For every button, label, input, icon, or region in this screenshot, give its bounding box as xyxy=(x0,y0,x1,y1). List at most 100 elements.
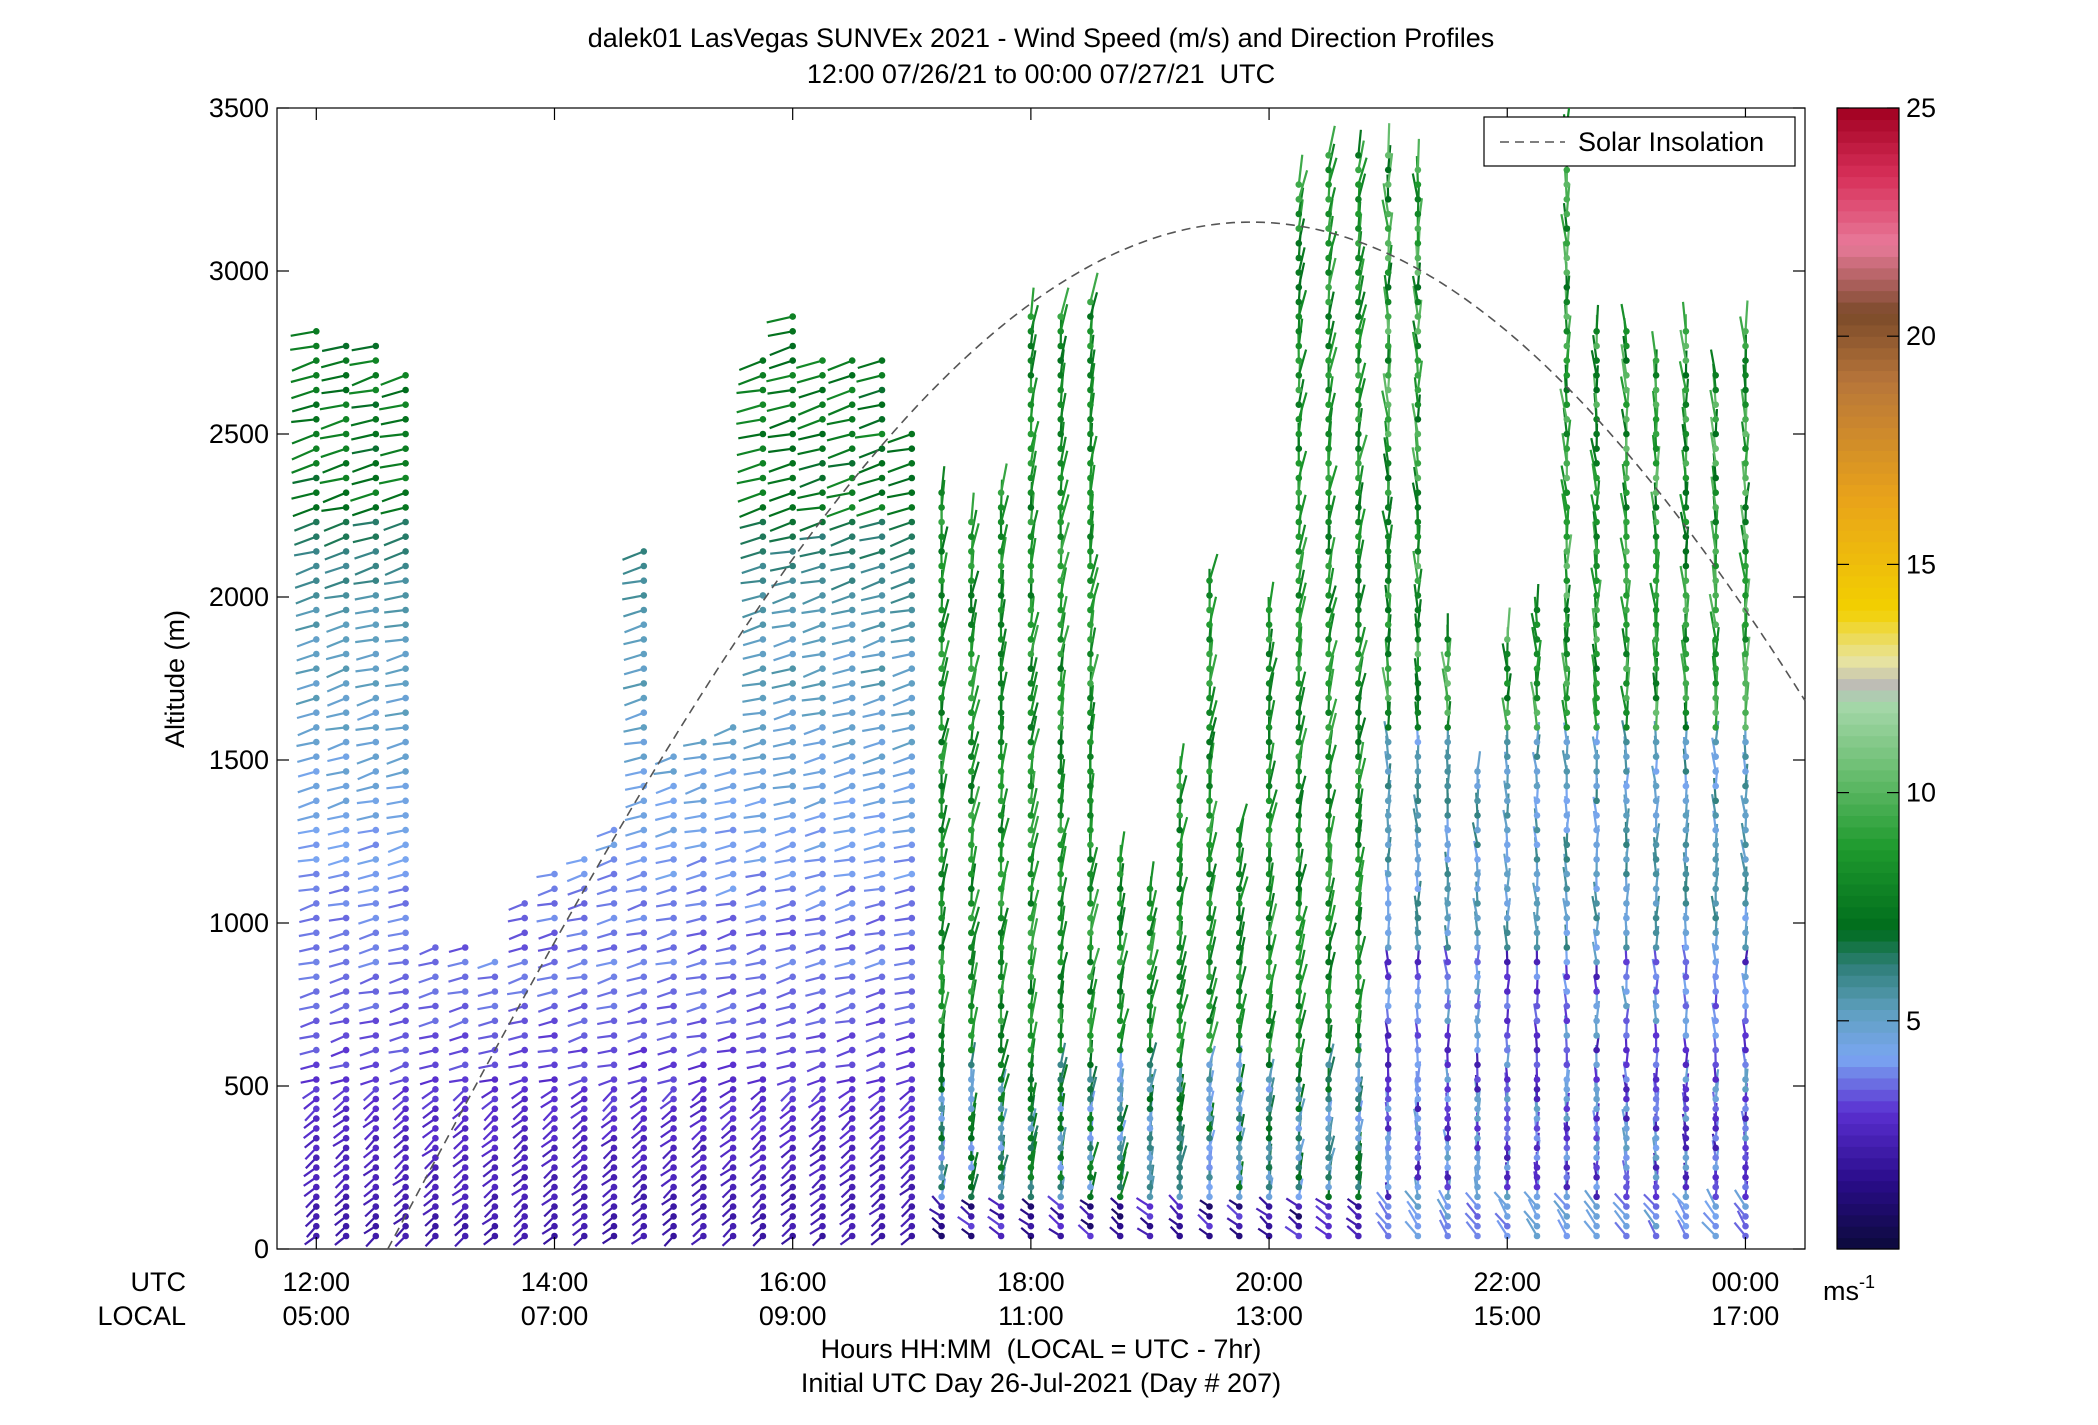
wind-barb-point xyxy=(1087,1105,1094,1113)
wind-barb-point xyxy=(432,1061,439,1069)
wind-barb-point xyxy=(1027,973,1035,981)
wind-barb-point xyxy=(402,914,409,922)
wind-barb-point xyxy=(1206,826,1213,834)
wind-barb-point xyxy=(610,1046,618,1054)
wind-barb-point xyxy=(1087,797,1094,805)
wind-barb-shaft xyxy=(1029,1112,1038,1139)
wind-barb-point xyxy=(1414,342,1422,350)
wind-barb-point xyxy=(1444,944,1451,951)
wind-barb-shaft xyxy=(1444,925,1449,948)
wind-barb-point xyxy=(1414,1061,1422,1069)
wind-barb-point xyxy=(1533,1213,1541,1220)
wind-barb-point xyxy=(1087,548,1094,555)
wind-barb-point xyxy=(1265,665,1273,672)
wind-barb-point xyxy=(819,1154,826,1161)
wind-barb-point xyxy=(581,1095,588,1103)
wind-barb-point xyxy=(1027,958,1035,966)
wind-barb-point xyxy=(968,1232,975,1240)
wind-barb-point xyxy=(789,636,796,643)
wind-barb-point xyxy=(1325,1061,1332,1069)
wind-barb-point xyxy=(908,548,916,555)
wind-barb-point xyxy=(1265,709,1273,716)
wind-barb-point xyxy=(402,592,409,599)
wind-barb-shaft xyxy=(768,359,794,370)
wind-barb-point xyxy=(1355,1203,1362,1210)
wind-barb-point xyxy=(1384,636,1392,643)
wind-barb-point xyxy=(997,914,1005,922)
wind-barb-point xyxy=(789,489,796,497)
wind-barb-shaft xyxy=(291,491,317,500)
wind-barb-point xyxy=(670,768,677,775)
wind-barb-point xyxy=(1384,269,1392,276)
wind-barb-point xyxy=(1474,914,1481,922)
wind-barb-point xyxy=(1474,812,1481,819)
wind-barb-point xyxy=(878,489,886,497)
wind-barb-shaft xyxy=(1387,836,1392,860)
wind-barb-point xyxy=(313,900,320,907)
wind-barb-shaft xyxy=(827,403,853,416)
wind-barb-point xyxy=(848,1144,856,1152)
wind-barb-point xyxy=(402,1134,409,1142)
wind-barb-point xyxy=(1087,474,1094,482)
wind-barb-point xyxy=(1414,914,1422,922)
wind-barb-point xyxy=(1384,973,1392,981)
wind-barb-point xyxy=(1652,577,1660,584)
wind-barb-shaft xyxy=(1029,420,1040,449)
wind-barb-point xyxy=(1206,782,1213,790)
wind-barb-point xyxy=(372,958,380,966)
wind-barb-shaft xyxy=(386,741,406,750)
wind-barb-point xyxy=(1265,1032,1273,1039)
wind-barb-point xyxy=(1295,460,1303,467)
wind-barb-point xyxy=(878,1086,886,1093)
wind-barb-point xyxy=(1325,1125,1332,1132)
wind-barb-point xyxy=(1027,1164,1035,1171)
wind-barb-shaft xyxy=(1655,823,1661,845)
wind-barb-point xyxy=(1206,988,1213,995)
wind-barb-shaft xyxy=(1268,1010,1277,1036)
wind-barb-point xyxy=(1563,284,1571,291)
wind-barb-point xyxy=(819,988,826,995)
wind-barb-point xyxy=(700,1134,707,1142)
wind-barb-shaft xyxy=(291,447,317,461)
wind-barb-point xyxy=(670,1144,677,1152)
wind-barb-point xyxy=(729,1061,737,1069)
wind-barb-point xyxy=(581,900,588,907)
wind-barb-point xyxy=(1593,900,1600,907)
wind-barb-point xyxy=(1057,342,1064,350)
wind-barb-shaft xyxy=(323,520,347,532)
wind-barb-point xyxy=(997,885,1005,893)
wind-barb-point xyxy=(313,577,320,584)
wind-barb-point xyxy=(1325,1164,1332,1171)
wind-barb-point xyxy=(848,1115,856,1122)
wind-barb-point xyxy=(372,870,380,878)
wind-barb-point xyxy=(789,768,796,775)
wind-barb-point xyxy=(700,900,707,907)
wind-barb-point xyxy=(789,430,796,438)
wind-barb-shaft xyxy=(829,550,853,557)
wind-barb-point xyxy=(700,1183,707,1191)
wind-barb-point xyxy=(640,1134,648,1142)
wind-barb-point xyxy=(581,958,588,966)
wind-barb-point xyxy=(1176,1154,1183,1161)
wind-barb-point xyxy=(640,856,648,863)
wind-barb-point xyxy=(1533,870,1541,878)
wind-barb-point xyxy=(1027,797,1035,805)
wind-barb-point xyxy=(313,460,320,467)
wind-barb-point xyxy=(1295,650,1303,658)
wind-barb-point xyxy=(759,738,767,746)
wind-barb-point xyxy=(1623,988,1630,995)
wind-barb-point xyxy=(461,1183,469,1191)
wind-barb-point xyxy=(1295,870,1303,878)
wind-barb-point xyxy=(342,372,350,379)
wind-barb-point xyxy=(759,445,767,453)
wind-barb-point xyxy=(1057,401,1064,409)
wind-barb-point xyxy=(878,870,886,878)
wind-barb-point xyxy=(968,562,975,570)
wind-barb-point xyxy=(1414,225,1422,232)
wind-barb-point xyxy=(670,826,677,834)
wind-barb-point xyxy=(1206,1232,1213,1240)
wind-barb-point xyxy=(610,929,618,937)
wind-barb-point xyxy=(670,1183,677,1191)
wind-barb-point xyxy=(1355,474,1362,482)
wind-barb-point xyxy=(402,577,409,584)
